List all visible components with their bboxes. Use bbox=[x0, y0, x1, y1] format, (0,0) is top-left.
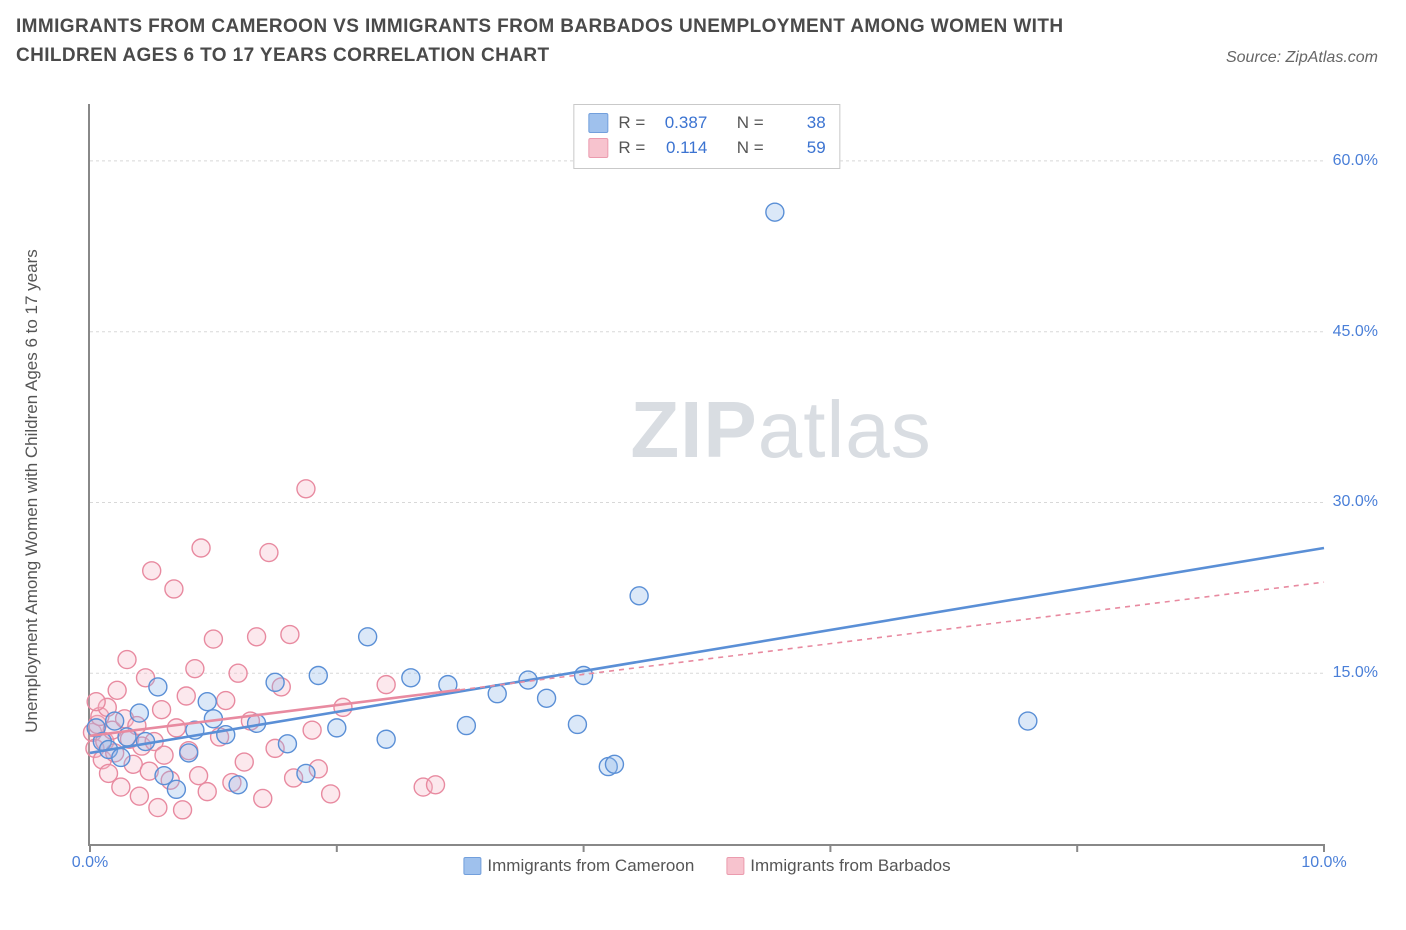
plot-area: ZIPatlas R = 0.387 N = 38 R = 0.114 N = … bbox=[88, 104, 1324, 846]
stat-r-value-2: 0.114 bbox=[655, 136, 707, 161]
stats-row-series-1: R = 0.387 N = 38 bbox=[588, 111, 825, 136]
legend-label-1: Immigrants from Cameroon bbox=[487, 856, 694, 876]
y-tick-label: 60.0% bbox=[1333, 152, 1378, 170]
stat-r-value-1: 0.387 bbox=[655, 111, 707, 136]
legend-item-1: Immigrants from Cameroon bbox=[463, 856, 694, 876]
legend-swatch-1-icon bbox=[463, 857, 481, 875]
stats-row-series-2: R = 0.114 N = 59 bbox=[588, 136, 825, 161]
y-tick-label: 45.0% bbox=[1333, 323, 1378, 341]
stat-n-value-1: 38 bbox=[774, 111, 826, 136]
plot-container: Unemployment Among Women with Children A… bbox=[36, 96, 1382, 886]
chart-title: IMMIGRANTS FROM CAMEROON VS IMMIGRANTS F… bbox=[16, 12, 1066, 71]
bottom-legend: Immigrants from Cameroon Immigrants from… bbox=[463, 856, 950, 876]
stat-n-value-2: 59 bbox=[774, 136, 826, 161]
chart-svg bbox=[90, 104, 1324, 844]
swatch-series-1-icon bbox=[588, 113, 608, 133]
x-tick-label: 10.0% bbox=[1301, 854, 1346, 872]
legend-item-2: Immigrants from Barbados bbox=[726, 856, 950, 876]
swatch-series-2-icon bbox=[588, 138, 608, 158]
correlation-stats-box: R = 0.387 N = 38 R = 0.114 N = 59 bbox=[573, 104, 840, 169]
stat-r-label: R = bbox=[618, 136, 645, 161]
stat-n-label: N = bbox=[737, 136, 764, 161]
legend-label-2: Immigrants from Barbados bbox=[750, 856, 950, 876]
stat-r-label: R = bbox=[618, 111, 645, 136]
y-axis-label: Unemployment Among Women with Children A… bbox=[22, 249, 42, 733]
y-tick-label: 30.0% bbox=[1333, 493, 1378, 511]
stat-n-label: N = bbox=[737, 111, 764, 136]
y-tick-label: 15.0% bbox=[1333, 664, 1378, 682]
legend-swatch-2-icon bbox=[726, 857, 744, 875]
x-tick-label: 0.0% bbox=[72, 854, 108, 872]
source-label: Source: ZipAtlas.com bbox=[1226, 49, 1378, 71]
